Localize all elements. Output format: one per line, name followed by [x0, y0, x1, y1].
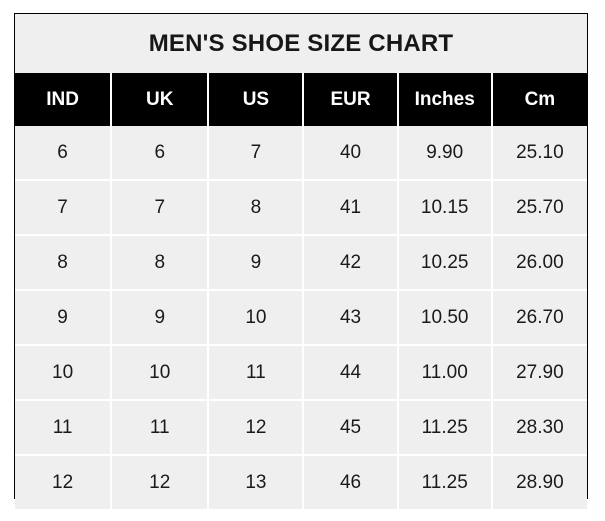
page-title: MEN'S SHOE SIZE CHART — [148, 29, 454, 57]
cell-ind: 10 — [15, 345, 113, 401]
cell-ind: 12 — [15, 455, 113, 509]
cell-ind: 7 — [15, 180, 113, 236]
cell-cm: 25.10 — [491, 126, 587, 181]
cell-uk: 6 — [111, 126, 210, 181]
cell-ind: 6 — [15, 126, 113, 181]
cell-uk: 11 — [111, 400, 210, 456]
cell-eur: 43 — [303, 290, 399, 346]
cell-cm: 28.30 — [491, 400, 587, 456]
table-row: 11 11 12 45 11.25 28.30 — [15, 400, 587, 456]
cell-cm: 26.00 — [491, 235, 587, 291]
cell-inches: 10.50 — [397, 290, 493, 346]
table-row: 7 7 8 41 10.15 25.70 — [15, 180, 587, 236]
table-row: 10 10 11 44 11.00 27.90 — [15, 345, 587, 401]
cell-cm: 27.90 — [491, 345, 587, 401]
cell-us: 11 — [208, 345, 305, 401]
chart-title-bar: MEN'S SHOE SIZE CHART — [15, 14, 587, 73]
cell-ind: 9 — [15, 290, 113, 346]
cell-us: 10 — [208, 290, 305, 346]
cell-us: 9 — [208, 235, 305, 291]
cell-ind: 8 — [15, 235, 113, 291]
cell-cm: 28.90 — [491, 455, 587, 509]
cell-cm: 26.70 — [491, 290, 587, 346]
cell-eur: 46 — [303, 455, 399, 509]
cell-inches: 10.15 — [397, 180, 493, 236]
cell-inches: 11.25 — [397, 400, 493, 456]
cell-eur: 40 — [303, 126, 399, 181]
table-row: 6 6 7 40 9.90 25.10 — [15, 126, 587, 181]
cell-eur: 41 — [303, 180, 399, 236]
cell-uk: 9 — [111, 290, 210, 346]
cell-inches: 11.00 — [397, 345, 493, 401]
cell-us: 12 — [208, 400, 305, 456]
column-header-us: US — [208, 73, 305, 126]
cell-eur: 44 — [303, 345, 399, 401]
table-body: 6 6 7 40 9.90 25.10 7 7 8 41 10.15 25.70 8 8 9 42 10.25 2… — [15, 126, 587, 509]
column-header-cm: Cm — [491, 73, 587, 126]
cell-cm: 25.70 — [491, 180, 587, 236]
cell-inches: 11.25 — [397, 455, 493, 509]
cell-inches: 10.25 — [397, 235, 493, 291]
column-header-uk: UK — [111, 73, 210, 126]
table-row: 8 8 9 42 10.25 26.00 — [15, 235, 587, 291]
table-header: IND UK US EUR Inches Cm — [15, 73, 587, 126]
cell-us: 7 — [208, 126, 305, 181]
column-header-inches: Inches — [397, 73, 493, 126]
table-row: 12 12 13 46 11.25 28.90 — [15, 455, 587, 509]
column-header-ind: IND — [15, 73, 113, 126]
shoe-size-table: IND UK US EUR Inches Cm 6 6 7 40 9.90 25.10 7 7… — [15, 73, 587, 509]
cell-inches: 9.90 — [397, 126, 493, 181]
cell-ind: 11 — [15, 400, 113, 456]
cell-uk: 8 — [111, 235, 210, 291]
cell-uk: 10 — [111, 345, 210, 401]
cell-eur: 42 — [303, 235, 399, 291]
cell-us: 13 — [208, 455, 305, 509]
cell-us: 8 — [208, 180, 305, 236]
column-header-eur: EUR — [303, 73, 399, 126]
cell-eur: 45 — [303, 400, 399, 456]
size-chart-container: MEN'S SHOE SIZE CHART IND UK US EUR Inch… — [14, 13, 588, 509]
table-header-row: IND UK US EUR Inches Cm — [15, 73, 587, 126]
cell-uk: 7 — [111, 180, 210, 236]
table-row: 9 9 10 43 10.50 26.70 — [15, 290, 587, 346]
cell-uk: 12 — [111, 455, 210, 509]
